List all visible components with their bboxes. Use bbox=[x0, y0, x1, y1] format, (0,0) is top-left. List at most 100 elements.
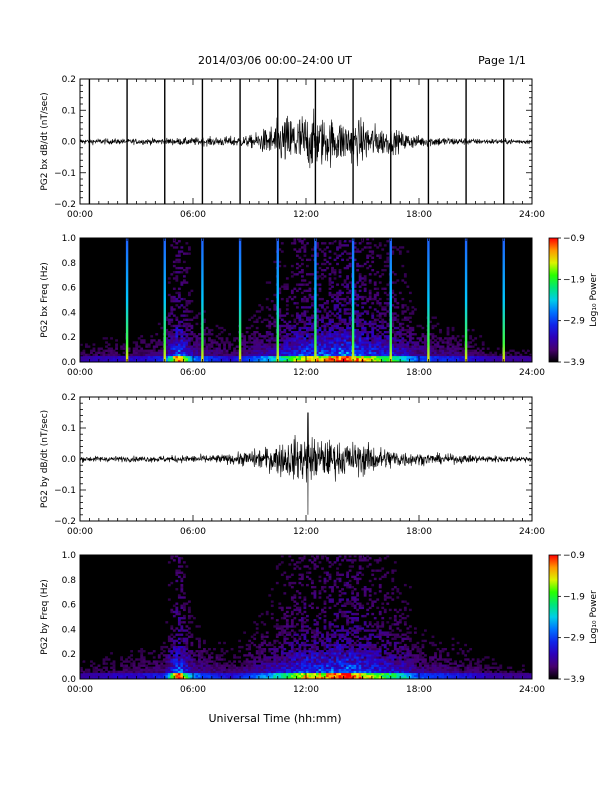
spectrogram-cell bbox=[348, 579, 352, 583]
spectrogram-cell bbox=[408, 347, 412, 350]
spectrogram-cell bbox=[190, 333, 194, 336]
spectrogram-cell bbox=[278, 312, 282, 315]
spectrogram-cell bbox=[180, 297, 184, 301]
spectrogram-cell bbox=[300, 621, 304, 624]
spectrogram-cell bbox=[180, 637, 184, 641]
spectrogram-cell bbox=[250, 656, 254, 659]
spectrogram-cell bbox=[245, 654, 249, 657]
spectrogram-cell bbox=[436, 345, 440, 348]
spectrogram-cell bbox=[321, 314, 324, 317]
spectrogram-cell bbox=[338, 326, 342, 330]
spectrogram-cell bbox=[506, 359, 510, 363]
spectrogram-cell bbox=[358, 660, 362, 663]
spectrogram-cell bbox=[285, 339, 289, 342]
spectrogram-cell bbox=[250, 355, 254, 359]
spectrogram-cell bbox=[280, 357, 284, 361]
spectrogram-cell bbox=[182, 281, 186, 284]
spectrogram-cell bbox=[333, 335, 337, 338]
spectrogram-cell bbox=[316, 654, 319, 657]
spectrogram-cell bbox=[356, 316, 360, 319]
spectrogram-cell bbox=[147, 662, 151, 665]
spectrogram-cell bbox=[170, 320, 174, 324]
spectrogram-cell bbox=[228, 359, 231, 363]
spectrogram-cell bbox=[348, 666, 352, 669]
spectrogram-cell bbox=[346, 252, 349, 255]
spectrogram-cell bbox=[306, 565, 309, 568]
spectrogram-cell bbox=[499, 359, 503, 363]
spectrogram-cell bbox=[358, 557, 362, 560]
spectrogram-cell bbox=[353, 674, 357, 678]
spectrogram-cell bbox=[172, 645, 176, 649]
spectrogram-cell bbox=[318, 672, 322, 676]
spectrogram-cell bbox=[180, 304, 184, 307]
spectrogram-cell bbox=[341, 357, 344, 361]
spectrogram-cell bbox=[283, 328, 287, 332]
spectrogram-cell bbox=[353, 648, 357, 651]
spectrogram-cell bbox=[351, 650, 355, 653]
spectrogram-cell bbox=[255, 674, 259, 678]
spectrogram-cell bbox=[351, 592, 355, 595]
spectrogram-cell bbox=[132, 662, 136, 665]
spectrogram-cell bbox=[401, 304, 405, 307]
spectrogram-cell bbox=[363, 320, 367, 324]
spectrogram-cell bbox=[338, 577, 342, 581]
spectrogram-cell bbox=[238, 639, 242, 643]
spectrogram-cell bbox=[331, 664, 334, 667]
spectrogram-cell bbox=[331, 656, 334, 659]
spectrogram-cell bbox=[391, 281, 395, 284]
spectrogram-cell bbox=[413, 343, 417, 346]
spectrogram-cell bbox=[298, 316, 302, 319]
spectrogram-cell bbox=[92, 670, 96, 674]
spectrogram-cell bbox=[185, 648, 189, 651]
spectrogram-cell bbox=[105, 674, 108, 678]
spectrogram-cell bbox=[110, 349, 113, 352]
spectrogram-cell bbox=[100, 668, 103, 672]
spectrogram-cell bbox=[343, 660, 347, 663]
spectrogram-cell bbox=[213, 672, 216, 676]
spectrogram-cell bbox=[303, 333, 307, 336]
spectrogram-cell bbox=[446, 337, 450, 340]
spectrogram-cell bbox=[180, 629, 184, 632]
spectrogram-cell bbox=[381, 339, 385, 342]
spectrogram-cell bbox=[198, 333, 201, 336]
spectrogram-cell bbox=[243, 335, 247, 338]
spectrogram-cell bbox=[100, 670, 103, 674]
spectrogram-cell bbox=[358, 670, 362, 674]
spectrogram-cell bbox=[182, 343, 186, 346]
spectrogram-cell bbox=[87, 353, 91, 357]
spectrogram-cell bbox=[338, 563, 342, 566]
spectrogram-cell bbox=[303, 337, 307, 340]
spectrogram-cell bbox=[243, 349, 247, 352]
spectrogram-cell bbox=[182, 608, 186, 612]
spectrogram-cell bbox=[240, 333, 244, 336]
spectrogram-cell bbox=[190, 668, 194, 672]
spectrogram-cell bbox=[265, 318, 269, 321]
spectrogram-cell bbox=[137, 357, 141, 361]
spectrogram-cell bbox=[285, 343, 289, 346]
spectrogram-cell bbox=[356, 328, 360, 332]
spectrogram-cell bbox=[147, 676, 151, 680]
spectrogram-cell bbox=[288, 654, 292, 657]
spectrogram-cell bbox=[471, 359, 475, 363]
spectrogram-cell bbox=[253, 349, 257, 352]
spectrogram-cell bbox=[514, 355, 518, 359]
spectrogram-cell bbox=[283, 357, 287, 361]
spectrogram-cell bbox=[182, 357, 186, 361]
spectrogram-cell bbox=[250, 357, 254, 361]
spectrogram-cell bbox=[263, 676, 267, 680]
spectrogram-cell bbox=[150, 670, 154, 674]
spectrogram-cell bbox=[280, 250, 284, 253]
spectrogram-cell bbox=[434, 345, 437, 348]
spectrogram-cell bbox=[303, 248, 307, 251]
spectrogram-cell bbox=[306, 343, 309, 346]
spectrogram-cell bbox=[363, 289, 367, 293]
spectrogram-cell bbox=[416, 357, 420, 361]
spectrogram-cell bbox=[361, 567, 365, 570]
spectrogram-cell bbox=[353, 289, 357, 293]
spectrogram-cell bbox=[258, 676, 262, 680]
spectrogram-cell bbox=[170, 349, 174, 352]
spectrogram-cell bbox=[157, 353, 161, 357]
spectrogram-cell bbox=[198, 341, 201, 344]
spectrogram-cell bbox=[190, 349, 194, 352]
spectrogram-cell bbox=[233, 670, 236, 674]
